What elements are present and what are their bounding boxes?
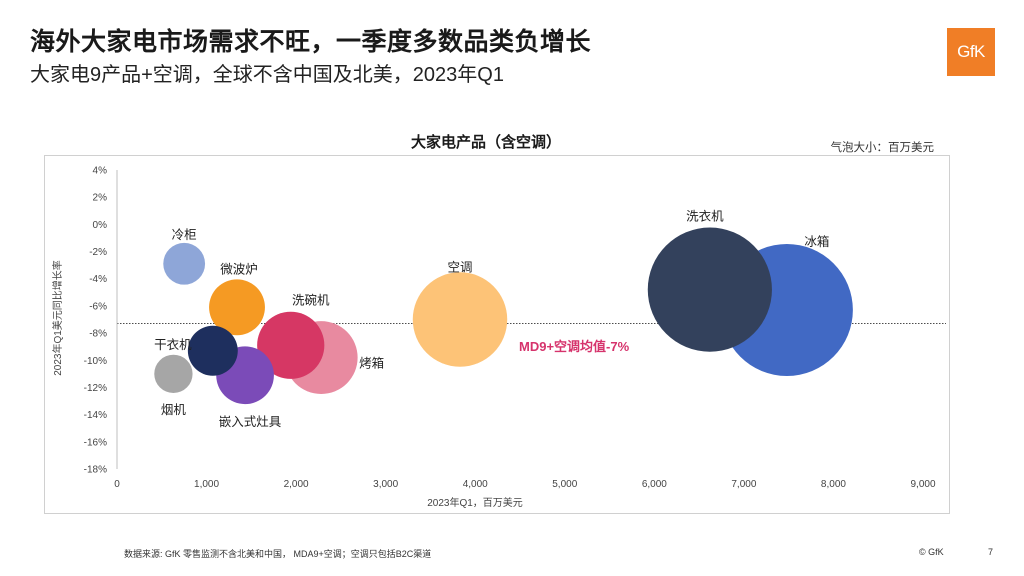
average-line-label: MD9+空调均值-7% xyxy=(519,339,630,354)
x-tick-label: 4,000 xyxy=(463,479,488,490)
y-tick-label: -10% xyxy=(84,356,107,367)
chart-title: 大家电产品（含空调） xyxy=(411,133,561,151)
bubble-洗碗机 xyxy=(257,311,325,379)
bubble-干衣机 xyxy=(187,325,238,376)
bubble-label: 烤箱 xyxy=(359,356,384,371)
y-tick-label: -8% xyxy=(89,329,107,340)
bubble-size-note: 气泡大小：百万美元 xyxy=(831,140,935,154)
y-tick-label: -18% xyxy=(84,465,107,476)
bubble-烟机 xyxy=(154,354,193,394)
bubble-空调 xyxy=(412,272,508,367)
x-axis-label: 2023年Q1，百万美元 xyxy=(427,496,523,509)
y-tick-label: -16% xyxy=(84,437,107,448)
y-tick-label: -2% xyxy=(89,247,107,258)
bubble-label: 干衣机 xyxy=(154,337,192,352)
bubble-label: 洗衣机 xyxy=(686,209,724,224)
y-tick-label: -12% xyxy=(84,383,107,394)
x-tick-label: 0 xyxy=(114,479,120,490)
footer-copyright: © GfK xyxy=(919,547,944,557)
page-number: 7 xyxy=(988,547,994,557)
x-tick-label: 3,000 xyxy=(373,479,398,490)
bubble-微波炉 xyxy=(209,279,265,336)
y-tick-label: 4% xyxy=(93,166,108,177)
footer-source: 数据来源: GfK 零售监测不含北美和中国， MDA9+空调；空调只包括B2C渠… xyxy=(124,549,432,559)
y-axis-label: 2023年Q1美元同比增长率 xyxy=(51,260,64,376)
chart-frame xyxy=(44,155,950,514)
y-tick-label: -14% xyxy=(84,410,107,421)
bubble-label: 微波炉 xyxy=(220,262,258,276)
x-tick-label: 2,000 xyxy=(284,479,309,490)
bubble-label: 洗碗机 xyxy=(292,292,330,307)
x-tick-label: 9,000 xyxy=(910,479,935,490)
x-tick-label: 7,000 xyxy=(731,479,756,490)
bubble-label: 冰箱 xyxy=(804,234,829,249)
gfk-logo: GfK xyxy=(947,28,995,76)
bubble-洗衣机 xyxy=(647,227,772,352)
y-tick-label: -6% xyxy=(89,301,107,312)
bubble-label: 烟机 xyxy=(161,403,187,417)
bubble-label: 嵌入式灶具 xyxy=(219,415,282,429)
y-tick-label: 2% xyxy=(93,193,108,204)
slide-headline: 海外大家电市场需求不旺，一季度多数品类负增长 xyxy=(30,28,592,56)
bubble-label: 空调 xyxy=(447,261,472,275)
y-tick-label: 0% xyxy=(93,220,108,231)
x-tick-label: 5,000 xyxy=(552,479,577,490)
bubble-label: 冷柜 xyxy=(172,228,197,242)
x-tick-label: 1,000 xyxy=(194,479,219,490)
x-tick-label: 8,000 xyxy=(821,479,846,490)
y-tick-label: -4% xyxy=(89,274,107,285)
slide-subline: 大家电9产品+空调，全球不含中国及北美，2023年Q1 xyxy=(30,64,504,86)
bubble-冷柜 xyxy=(163,242,206,285)
x-tick-label: 6,000 xyxy=(642,479,667,490)
